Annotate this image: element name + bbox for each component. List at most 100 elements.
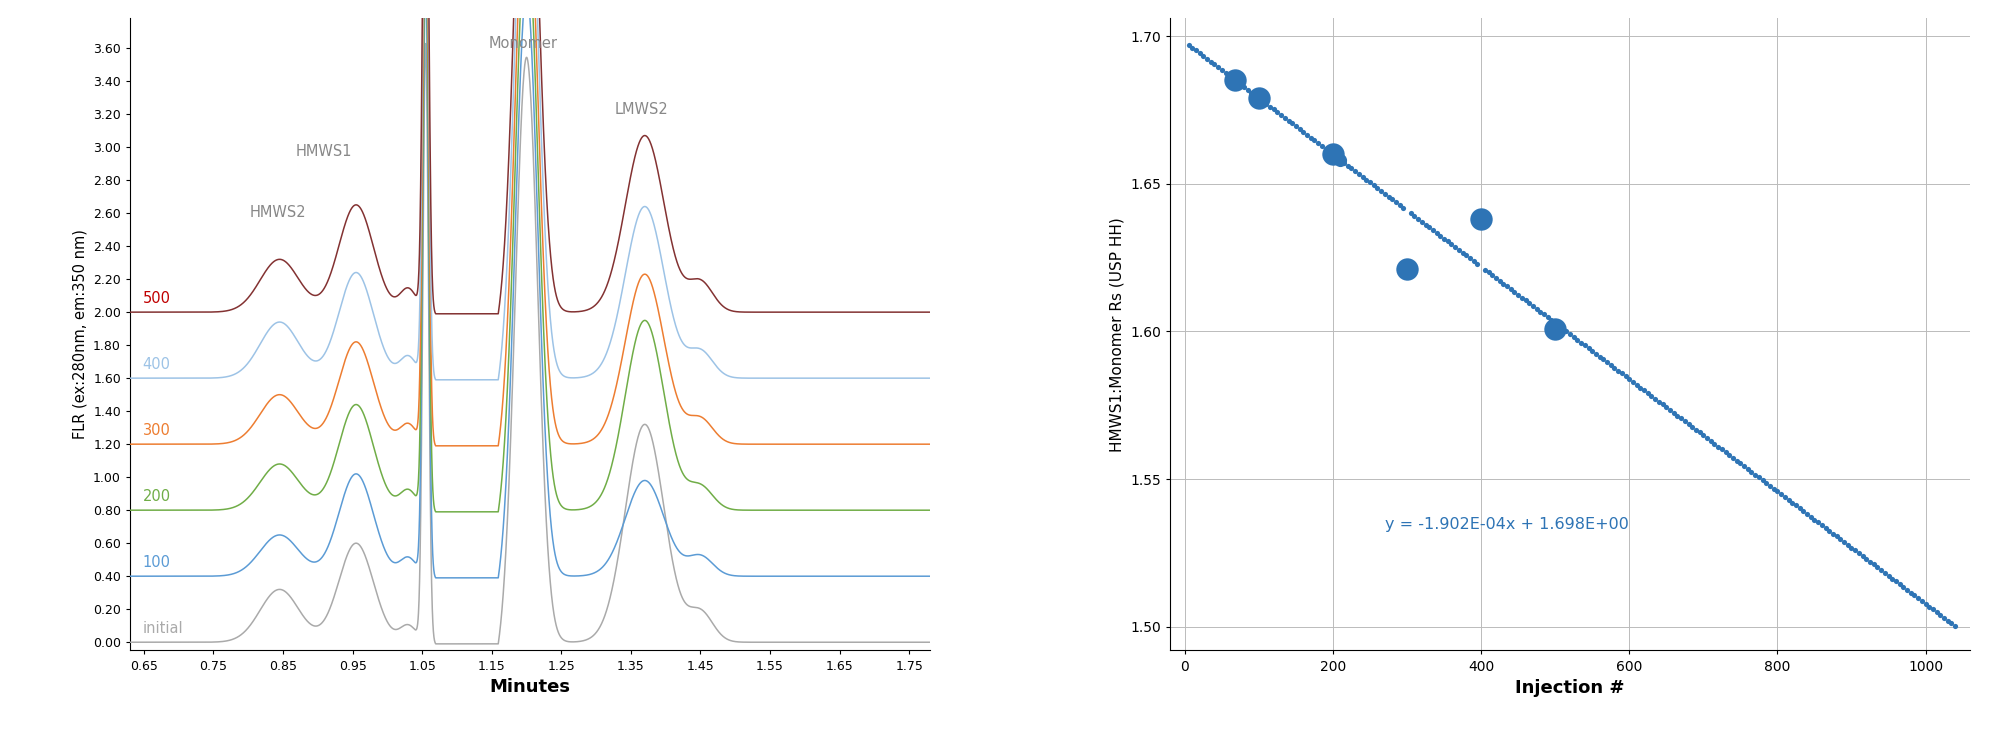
Point	[1806, 519, 1838, 531]
Point	[1232, 84, 1264, 96]
Point	[1454, 252, 1486, 264]
Point	[1302, 137, 1334, 149]
Point	[1366, 185, 1398, 197]
Point	[1794, 511, 1826, 523]
Point	[1672, 418, 1704, 430]
Point	[1798, 514, 1830, 526]
Point	[1906, 595, 1938, 607]
Point	[1466, 213, 1498, 225]
Point	[1316, 148, 1348, 160]
Point	[1388, 202, 1420, 214]
Point	[1766, 488, 1798, 500]
Point	[1498, 286, 1530, 298]
Point	[1614, 373, 1646, 385]
Point	[1514, 298, 1546, 309]
Point	[1468, 264, 1500, 276]
Text: initial: initial	[142, 620, 184, 636]
Point	[1424, 230, 1456, 242]
Point	[1680, 424, 1712, 436]
Point	[1402, 213, 1434, 225]
Point	[1724, 457, 1756, 469]
Point	[1668, 415, 1700, 427]
Point	[1754, 480, 1786, 492]
Point	[1828, 536, 1860, 548]
Point	[1632, 387, 1664, 399]
Point	[1246, 95, 1278, 107]
Point	[1720, 455, 1752, 467]
Point	[1854, 556, 1886, 567]
Text: HMWS1: HMWS1	[296, 143, 352, 159]
Point	[1476, 269, 1508, 281]
Point	[1880, 576, 1912, 587]
Point	[1516, 300, 1548, 312]
Point	[1572, 343, 1604, 354]
Point	[1666, 412, 1698, 424]
Point	[1228, 81, 1260, 93]
Point	[1592, 356, 1624, 368]
Point	[1884, 578, 1916, 590]
Point	[1214, 70, 1246, 82]
Point	[1458, 255, 1490, 267]
Point	[1342, 168, 1374, 180]
Point	[1936, 617, 1968, 629]
Point	[1658, 407, 1690, 419]
Point	[1792, 508, 1824, 520]
Point	[1598, 362, 1630, 373]
Point	[1546, 323, 1578, 334]
Y-axis label: HMWS1:Monomer Rs (USP HH): HMWS1:Monomer Rs (USP HH)	[1110, 217, 1124, 452]
Point	[1776, 497, 1808, 509]
Point	[1372, 190, 1404, 202]
Point	[1320, 151, 1352, 163]
Point	[1676, 421, 1708, 433]
Point	[1272, 115, 1304, 126]
Point	[1172, 39, 1204, 51]
Point	[1594, 359, 1626, 371]
Point	[1640, 393, 1672, 405]
X-axis label: Injection #: Injection #	[1516, 679, 1624, 697]
Point	[1440, 241, 1472, 253]
Point	[1788, 505, 1820, 517]
Point	[1732, 463, 1764, 475]
Point	[1192, 53, 1224, 65]
Point	[1258, 104, 1290, 115]
Point	[1346, 171, 1378, 183]
X-axis label: Minutes: Minutes	[490, 678, 570, 696]
Point	[1328, 157, 1360, 168]
Point	[1524, 306, 1556, 318]
Point	[1202, 62, 1234, 74]
Point	[1810, 522, 1842, 534]
Point	[1376, 193, 1408, 205]
Point	[1616, 376, 1648, 388]
Point	[1446, 247, 1478, 259]
Point	[1716, 452, 1748, 464]
Point	[1380, 196, 1412, 208]
Point	[1176, 42, 1208, 54]
Point	[1310, 143, 1342, 154]
Point	[1784, 503, 1816, 514]
Point	[1688, 429, 1720, 441]
Point	[1510, 295, 1542, 306]
Point	[1392, 264, 1424, 276]
Point	[1532, 312, 1564, 323]
Point	[1750, 477, 1782, 489]
Point	[1332, 159, 1364, 171]
Point	[1562, 334, 1594, 345]
Point	[1420, 227, 1452, 239]
Point	[1714, 449, 1746, 461]
Point	[1628, 384, 1660, 396]
Point	[1566, 337, 1598, 348]
Point	[1216, 73, 1248, 85]
Point	[1406, 216, 1438, 228]
Point	[1610, 370, 1642, 382]
Point	[1398, 210, 1430, 222]
Point	[1210, 67, 1242, 79]
Point	[1568, 340, 1600, 351]
Text: HMWS2: HMWS2	[250, 205, 306, 220]
Point	[1262, 107, 1294, 118]
Point	[1762, 486, 1794, 498]
Point	[1198, 59, 1230, 71]
Point	[1180, 45, 1212, 57]
Point	[1850, 553, 1882, 564]
Point	[1588, 354, 1620, 365]
Text: 300: 300	[142, 423, 170, 437]
